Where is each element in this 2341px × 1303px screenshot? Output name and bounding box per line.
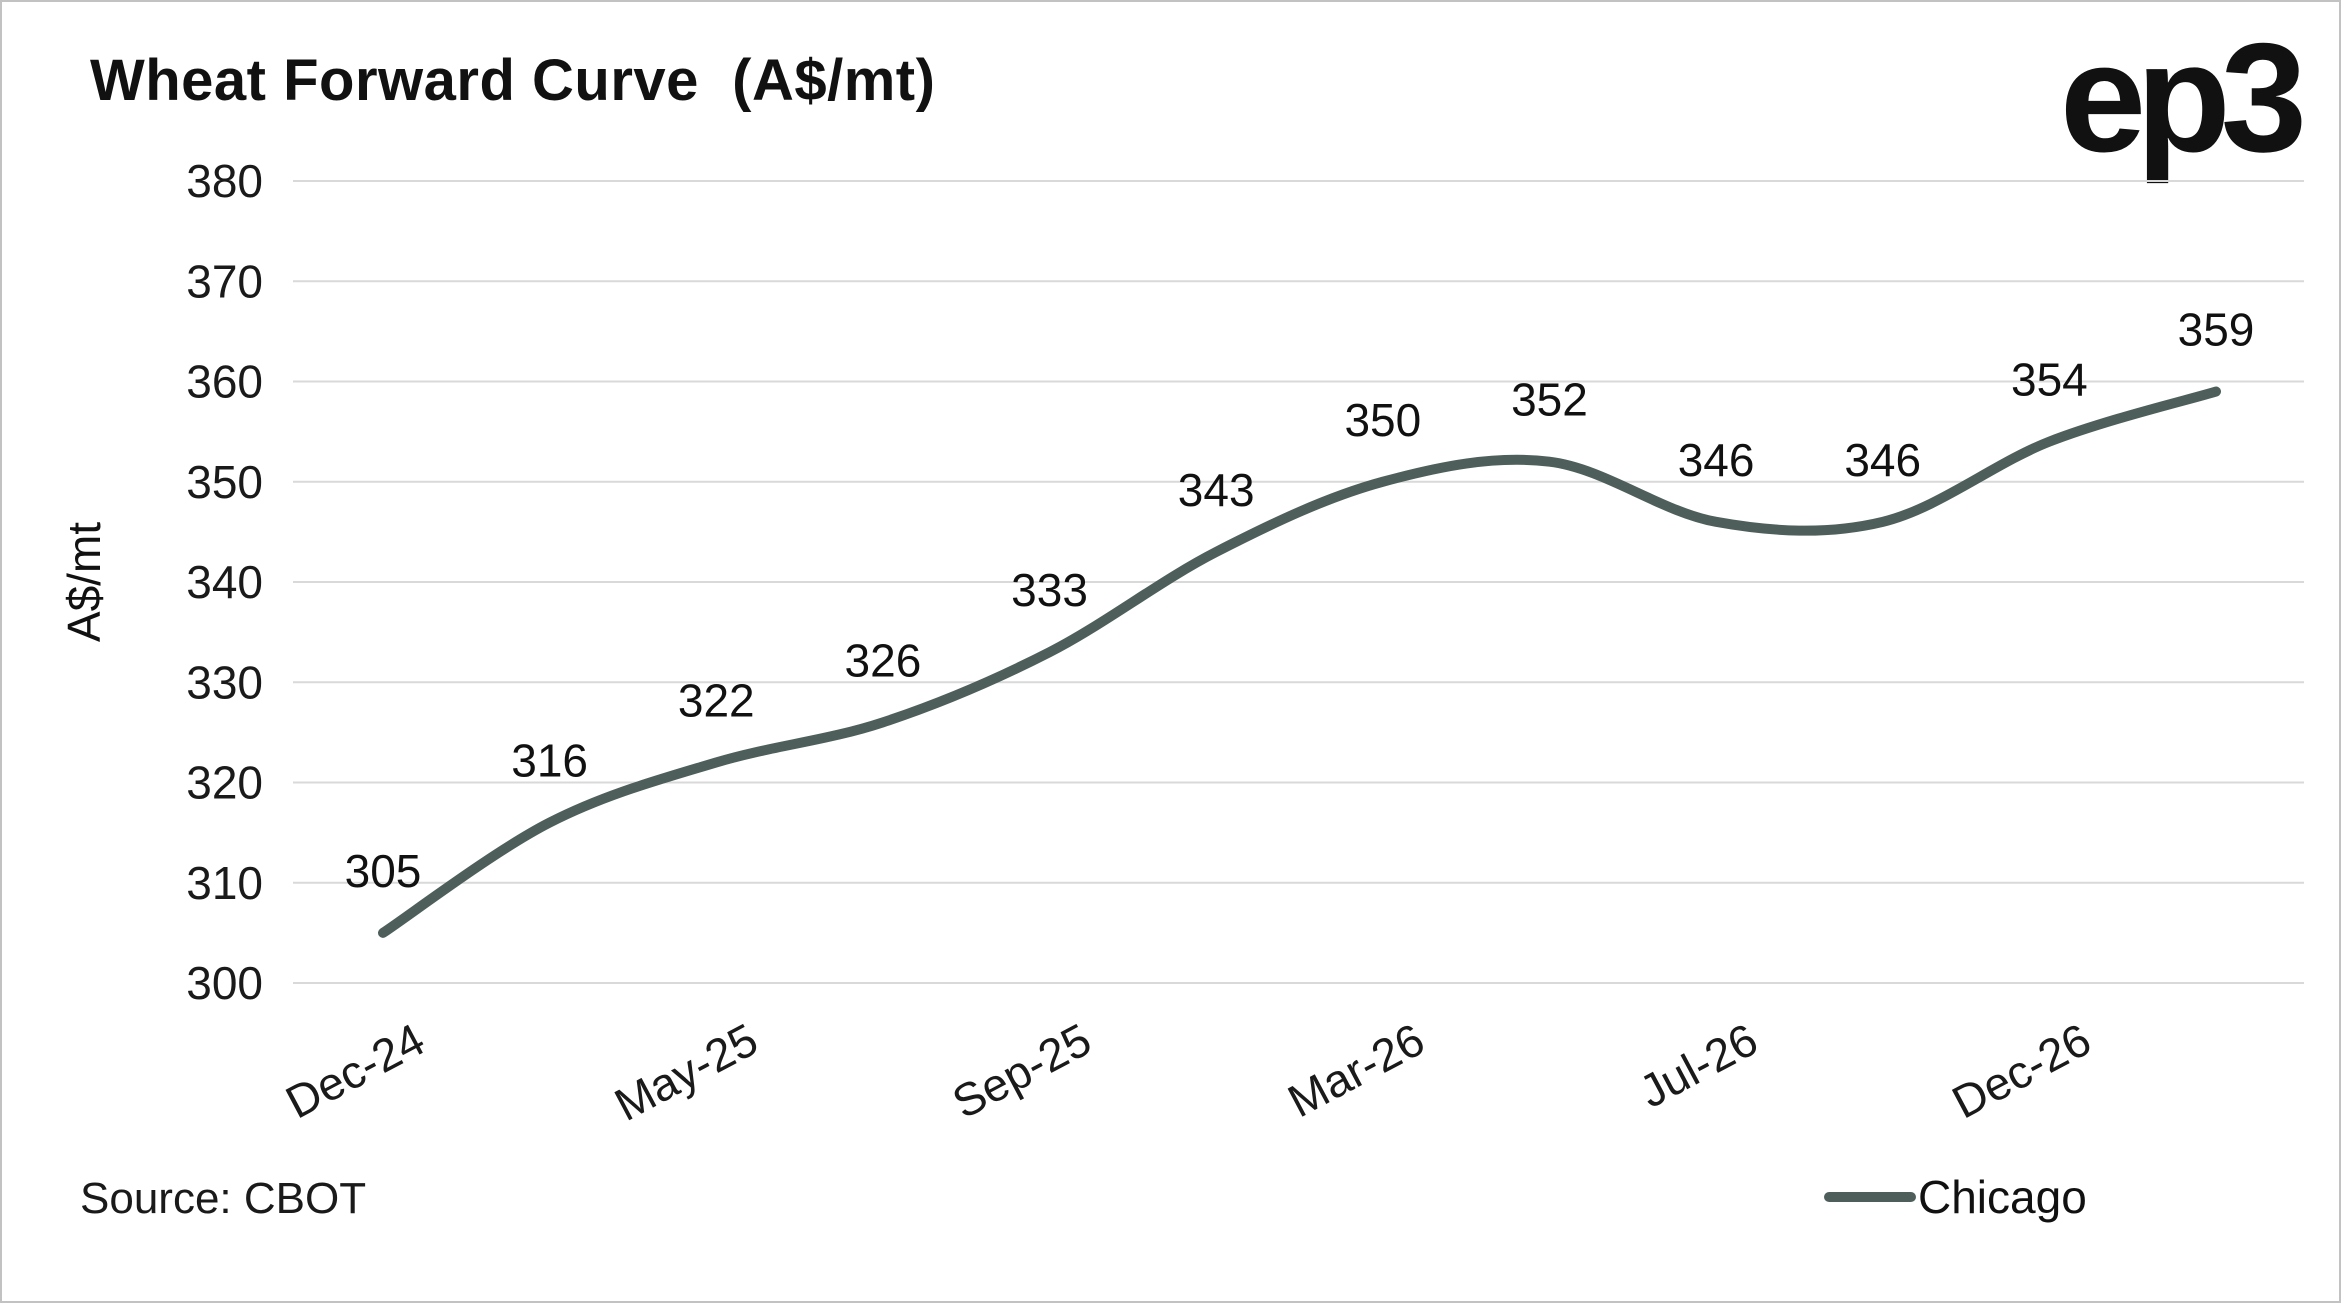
y-tick-label: 370 [186,255,263,307]
data-label: 346 [1678,434,1755,486]
data-label: 326 [845,634,922,686]
x-tick-label: Jul-26 [1631,1013,1766,1118]
data-label: 346 [1844,434,1921,486]
x-tick-label: Dec-26 [1944,1013,2099,1129]
y-tick-label: 350 [186,456,263,508]
y-tick-label: 310 [186,857,263,909]
x-tick-label: Sep-25 [944,1013,1099,1129]
legend: Chicago [1824,1170,2087,1224]
y-tick-label: 320 [186,757,263,809]
y-tick-label: 300 [186,957,263,1009]
x-tick-label: Mar-26 [1279,1013,1432,1127]
data-label: 354 [2011,354,2088,406]
chicago-series-line [378,386,2221,938]
data-label: 322 [678,674,755,726]
y-tick-label: 360 [186,356,263,408]
x-tick-label: Dec-24 [277,1013,432,1129]
y-axis-title: A$/mt [58,522,110,642]
chart-title: Wheat Forward Curve (A$/mt) [90,48,936,113]
y-tick-label: 330 [186,656,263,708]
data-label: 305 [345,845,422,897]
ep3-logo: ep3 [2059,11,2307,184]
data-label: 333 [1011,564,1088,616]
data-label: 359 [2178,304,2255,356]
y-tick-label: 380 [186,155,263,207]
legend-line-swatch [1824,1192,1916,1202]
x-tick-label: May-25 [606,1013,766,1131]
source-note: Source: CBOT [80,1174,367,1223]
legend-label: Chicago [1918,1171,2087,1223]
data-label: 343 [1178,464,1255,516]
data-label: 350 [1344,394,1421,446]
data-label: 352 [1511,374,1588,426]
data-label: 316 [511,735,588,787]
y-tick-label: 340 [186,556,263,608]
